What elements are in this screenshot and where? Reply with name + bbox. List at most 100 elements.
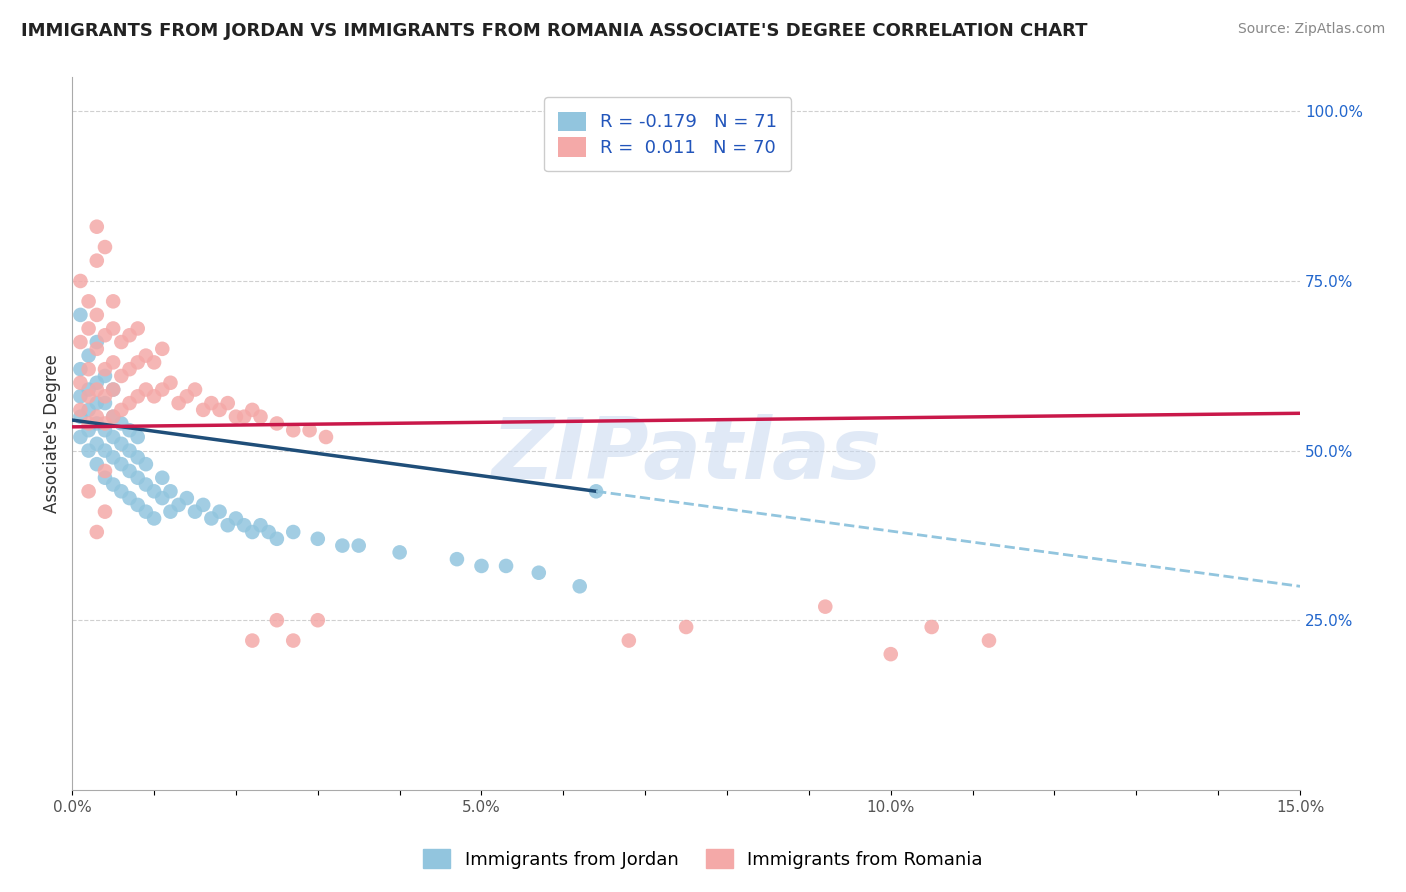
Legend: R = -0.179   N = 71, R =  0.011   N = 70: R = -0.179 N = 71, R = 0.011 N = 70 <box>544 97 792 171</box>
Point <box>150 491 173 505</box>
Point <box>101 321 124 335</box>
Point <box>217 396 239 410</box>
Point <box>307 532 329 546</box>
Point <box>77 349 100 363</box>
Point <box>77 403 100 417</box>
Point <box>143 511 166 525</box>
Point <box>184 505 207 519</box>
Text: Source: ZipAtlas.com: Source: ZipAtlas.com <box>1237 22 1385 37</box>
Point <box>86 383 108 397</box>
Point <box>127 450 149 465</box>
Point <box>167 498 190 512</box>
Point <box>921 620 943 634</box>
Point <box>240 524 263 539</box>
Point <box>159 505 181 519</box>
Point <box>814 599 837 614</box>
Point <box>143 389 166 403</box>
Point <box>150 342 173 356</box>
Point <box>94 417 117 431</box>
Point <box>94 464 117 478</box>
Point <box>101 409 124 424</box>
Point <box>77 443 100 458</box>
Point <box>585 484 607 499</box>
Point <box>101 450 124 465</box>
Point <box>69 334 91 349</box>
Point <box>135 383 157 397</box>
Point <box>135 457 157 471</box>
Point <box>94 368 117 383</box>
Point <box>568 579 591 593</box>
Point <box>200 396 222 410</box>
Point <box>101 383 124 397</box>
Point <box>249 518 271 533</box>
Point <box>176 491 198 505</box>
Point <box>86 437 108 451</box>
Point <box>118 464 141 478</box>
Point <box>118 328 141 343</box>
Point <box>283 633 305 648</box>
Point <box>446 552 468 566</box>
Point <box>77 294 100 309</box>
Text: ZIPatlas: ZIPatlas <box>491 414 882 497</box>
Point <box>176 389 198 403</box>
Point <box>135 505 157 519</box>
Point <box>118 491 141 505</box>
Point <box>77 484 100 499</box>
Point <box>240 403 263 417</box>
Point <box>86 334 108 349</box>
Point <box>110 484 132 499</box>
Point <box>118 396 141 410</box>
Point <box>86 417 108 431</box>
Point <box>495 558 517 573</box>
Point <box>101 383 124 397</box>
Point <box>127 355 149 369</box>
Point <box>127 430 149 444</box>
Point <box>233 518 256 533</box>
Point <box>150 383 173 397</box>
Point <box>86 457 108 471</box>
Point <box>94 423 117 437</box>
Point <box>143 484 166 499</box>
Point <box>240 633 263 648</box>
Point <box>101 294 124 309</box>
Point <box>675 620 697 634</box>
Point <box>225 409 247 424</box>
Point <box>150 471 173 485</box>
Point <box>94 505 117 519</box>
Point <box>118 362 141 376</box>
Point <box>110 334 132 349</box>
Point <box>184 383 207 397</box>
Point <box>69 409 91 424</box>
Point <box>77 383 100 397</box>
Point <box>77 389 100 403</box>
Point <box>101 355 124 369</box>
Point <box>266 613 288 627</box>
Point <box>127 389 149 403</box>
Point <box>86 376 108 390</box>
Point <box>77 321 100 335</box>
Point <box>118 443 141 458</box>
Point <box>77 423 100 437</box>
Point <box>94 471 117 485</box>
Point <box>233 409 256 424</box>
Point <box>94 389 117 403</box>
Point <box>167 396 190 410</box>
Point <box>69 403 91 417</box>
Point <box>86 219 108 234</box>
Point <box>193 403 215 417</box>
Point <box>135 477 157 491</box>
Point <box>86 342 108 356</box>
Point <box>257 524 280 539</box>
Point <box>101 477 124 491</box>
Point <box>110 417 132 431</box>
Point <box>200 511 222 525</box>
Point <box>127 321 149 335</box>
Point <box>266 417 288 431</box>
Point <box>617 633 640 648</box>
Point <box>315 430 337 444</box>
Point <box>110 403 132 417</box>
Point <box>69 430 91 444</box>
Point <box>94 396 117 410</box>
Point <box>249 409 271 424</box>
Point <box>880 647 903 661</box>
